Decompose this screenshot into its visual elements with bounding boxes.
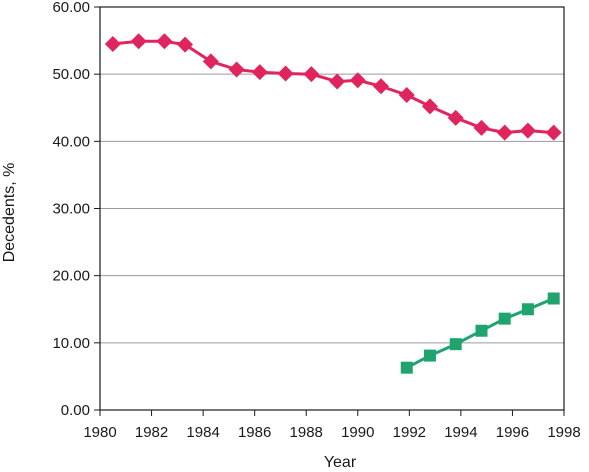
series-2: [400, 292, 560, 374]
y-axis-label: Decedents, %: [1, 163, 18, 263]
y-tick-label: 50.00: [52, 66, 90, 83]
diamond-marker: [519, 122, 536, 139]
diamond-marker: [104, 35, 121, 52]
square-marker: [521, 303, 534, 316]
y-tick-label: 60.00: [52, 0, 90, 16]
diamond-marker: [130, 33, 147, 50]
x-axis-label: Year: [324, 454, 357, 471]
x-tick-label: 1998: [547, 424, 580, 441]
diamond-marker: [277, 65, 294, 82]
y-tick-label: 30.00: [52, 201, 90, 218]
diamond-marker: [202, 53, 219, 70]
x-tick-label: 1992: [393, 424, 426, 441]
x-tick-label: 1990: [341, 424, 374, 441]
x-tick-label: 1984: [186, 424, 219, 441]
x-tick-label: 1980: [83, 424, 116, 441]
y-tick-label: 20.00: [52, 268, 90, 285]
square-marker: [498, 312, 511, 325]
diamond-marker: [496, 124, 513, 141]
x-tick-label: 1982: [135, 424, 168, 441]
diamond-marker: [156, 33, 173, 50]
diamond-marker: [473, 119, 490, 136]
y-tick-label: 40.00: [52, 133, 90, 150]
square-marker: [400, 361, 413, 374]
diamond-marker: [251, 64, 268, 81]
plot-frame: [99, 6, 565, 411]
diamond-marker: [372, 78, 389, 95]
gridlines: [100, 6, 564, 344]
series-group: [104, 33, 562, 374]
diamond-marker: [545, 124, 562, 141]
square-marker: [547, 292, 560, 305]
diamond-marker: [303, 66, 320, 83]
diamond-marker: [177, 36, 194, 53]
axes: 0.00 10.00 20.00 30.00 40.00 50.00 60.00 1980 19…: [52, 0, 580, 441]
diamond-marker: [398, 86, 415, 103]
diamond-marker: [228, 61, 245, 78]
series-1: [104, 33, 562, 141]
y-tick-label: 0.00: [61, 402, 90, 419]
y-tick-label: 10.00: [52, 335, 90, 352]
square-marker: [475, 324, 488, 337]
series-line: [112, 39, 554, 135]
x-tick-label: 1988: [290, 424, 323, 441]
diamond-marker: [329, 73, 346, 90]
square-marker: [449, 338, 462, 351]
x-tick-label: 1994: [444, 424, 477, 441]
x-tick-label: 1996: [496, 424, 529, 441]
square-marker: [423, 349, 436, 362]
diamond-marker: [447, 109, 464, 126]
diamond-marker: [349, 72, 366, 89]
diamond-marker: [421, 98, 438, 115]
x-tick-label: 1986: [238, 424, 271, 441]
